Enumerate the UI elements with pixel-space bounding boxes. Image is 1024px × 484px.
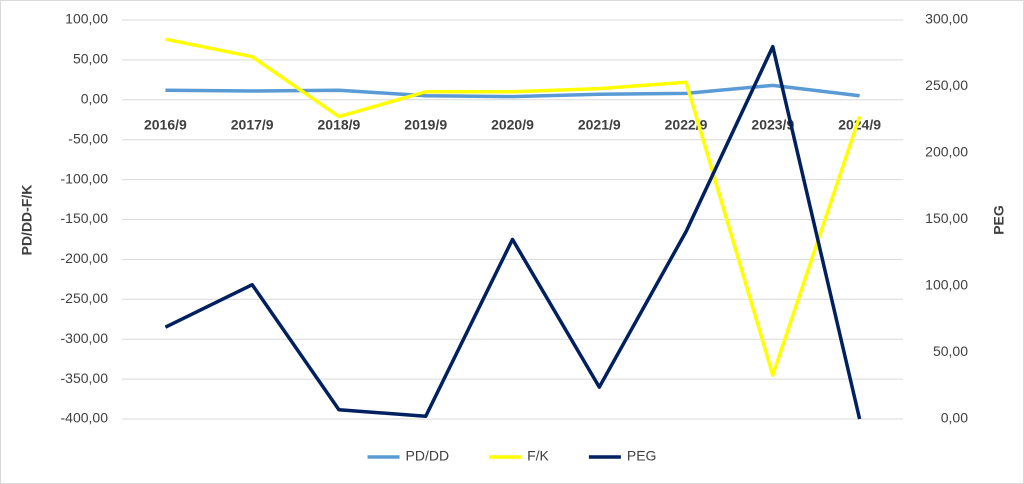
x-tick-label: 2016/9 xyxy=(144,117,187,133)
series-line xyxy=(164,44,862,420)
x-tick-label: 2020/9 xyxy=(491,117,534,133)
y2-tick-label: 0,00 xyxy=(941,410,968,426)
y-axis-title: PD/DD-F/K xyxy=(19,185,35,256)
y-tick-label: -200,00 xyxy=(61,250,109,266)
y2-tick-label: 300,00 xyxy=(925,11,968,27)
x-tick-label: 2023/9 xyxy=(751,117,794,133)
x-tick-label: 2019/9 xyxy=(404,117,447,133)
x-tick-label: 2021/9 xyxy=(578,117,621,133)
y-tick-label: 0,00 xyxy=(81,91,108,107)
y2-tick-label: 250,00 xyxy=(925,77,968,93)
y-tick-label: 50,00 xyxy=(73,51,108,67)
series-line xyxy=(165,83,860,99)
y-tick-label: -400,00 xyxy=(61,410,109,426)
y-tick-label: 100,00 xyxy=(65,11,108,27)
y-tick-label: -100,00 xyxy=(61,170,109,186)
x-tick-label: 2018/9 xyxy=(318,117,361,133)
x-tick-label: 2017/9 xyxy=(231,117,274,133)
legend-label: PD/DD xyxy=(406,448,450,464)
y-tick-label: -150,00 xyxy=(61,210,109,226)
y2-axis-title: PEG xyxy=(991,205,1007,235)
legend-label: F/K xyxy=(527,448,549,464)
y2-tick-label: 50,00 xyxy=(933,343,968,359)
y-tick-label: -350,00 xyxy=(61,370,109,386)
y-tick-label: -300,00 xyxy=(61,330,109,346)
y2-tick-label: 100,00 xyxy=(925,277,968,293)
y-tick-label: -250,00 xyxy=(61,290,109,306)
y2-tick-label: 150,00 xyxy=(925,210,968,226)
y-tick-label: -50,00 xyxy=(68,130,108,146)
x-tick-label: 2024/9 xyxy=(838,117,881,133)
series-line xyxy=(165,37,862,377)
legend-label: PEG xyxy=(627,448,657,464)
y2-tick-label: 200,00 xyxy=(925,144,968,160)
